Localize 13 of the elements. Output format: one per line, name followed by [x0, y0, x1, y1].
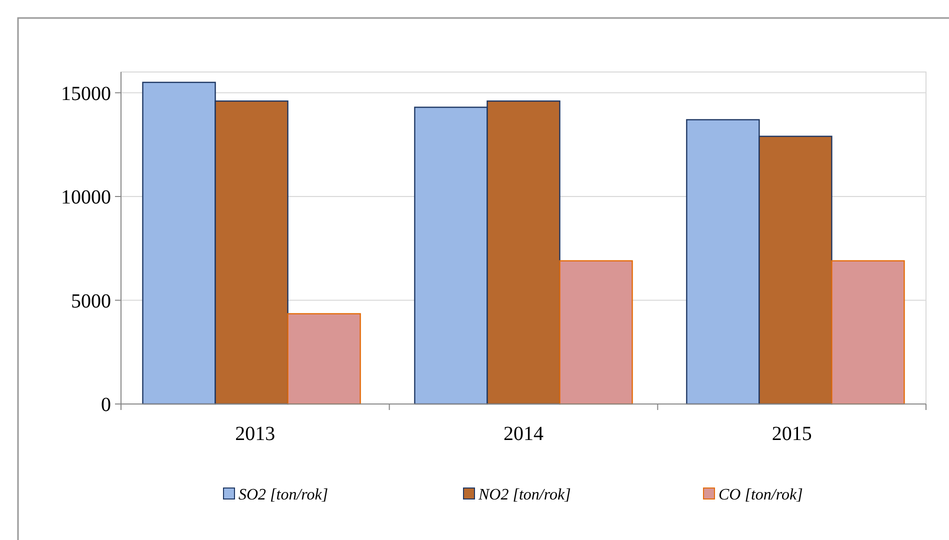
bar: [287, 313, 361, 405]
y-tick-label: 0: [101, 394, 111, 416]
legend-label: CO [ton/rok]: [718, 486, 803, 504]
legend-label: NO2 [ton/rok]: [478, 486, 571, 504]
x-tick-label: 2014: [504, 423, 544, 445]
x-tick-label: 2013: [235, 423, 276, 445]
x-tick-label: 2015: [772, 423, 812, 445]
bar: [831, 260, 905, 405]
legend-label: SO2 [ton/rok]: [238, 486, 328, 504]
y-tick-label: 15000: [61, 82, 111, 105]
y-tick-label: 5000: [71, 290, 111, 312]
y-tick-label: 10000: [61, 186, 111, 208]
bar: [559, 260, 633, 405]
